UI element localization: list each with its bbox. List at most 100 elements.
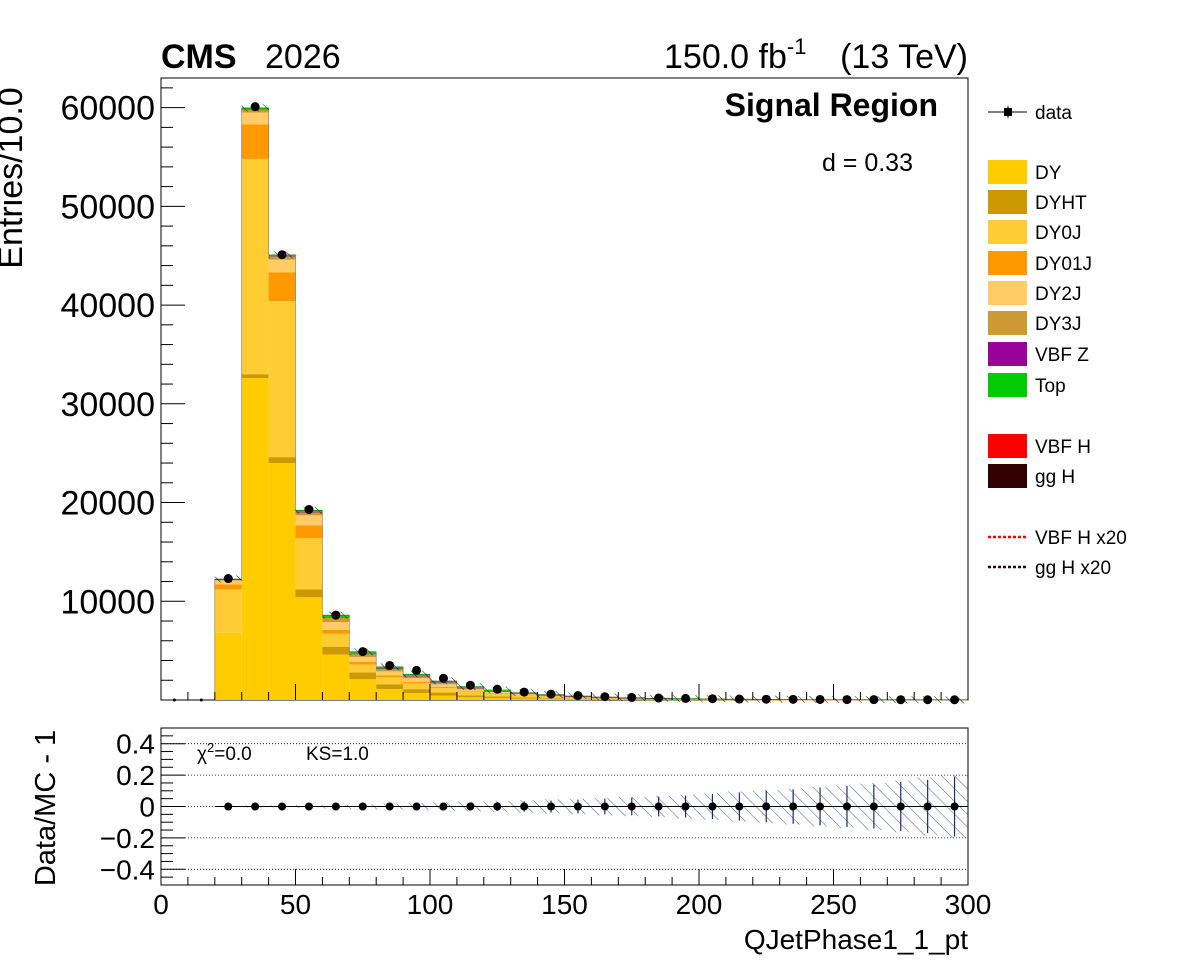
data-point	[519, 687, 529, 697]
stack-bar	[322, 646, 350, 655]
stack-bar	[214, 632, 242, 700]
stack-bar	[295, 515, 323, 526]
stack-bar	[456, 695, 484, 698]
stack-bar	[510, 698, 538, 700]
stack-bar	[295, 589, 323, 598]
legend-swatch	[988, 190, 1027, 214]
legend-entry-vbfh20: VBF H x20	[988, 528, 1127, 549]
ratio-point	[735, 802, 744, 811]
stack-bar	[268, 457, 296, 464]
data-point	[681, 693, 691, 703]
data-point	[277, 250, 287, 260]
lumi-exponent: -1	[787, 34, 807, 59]
y-tick-label: 50000	[60, 188, 155, 226]
stack-bar	[483, 693, 511, 695]
data-point-empty	[199, 698, 203, 702]
ratio-point	[654, 802, 663, 811]
stack-bar	[214, 589, 242, 633]
legend-entry-ggh: gg H	[988, 464, 1075, 488]
mc-uncertainty-hatch	[214, 104, 968, 704]
legend-label: VBF H	[1035, 437, 1091, 458]
legend-entry-vbfh: VBF H	[988, 434, 1091, 458]
data-point	[546, 689, 556, 699]
svg-text:150.0 fb-1: 150.0 fb-1	[664, 34, 806, 76]
energy-label: (13 TeV)	[840, 38, 968, 76]
chi2-exponent: 2	[207, 740, 214, 755]
y-tick-label: 10000	[60, 583, 155, 621]
legend-label: gg H x20	[1035, 558, 1111, 579]
data-point	[869, 695, 879, 705]
metric-label: d = 0.33	[822, 149, 913, 177]
ratio-point	[251, 802, 260, 811]
data-point	[734, 694, 744, 704]
stack-bar	[295, 525, 323, 539]
x-tick-label: 100	[407, 889, 454, 920]
stack-bar	[510, 697, 538, 699]
ratio-point	[789, 802, 798, 811]
x-tick-label: 300	[945, 889, 992, 920]
ratio-axes: −0.4−0.200.20.40 50 100 150 200 250 300	[100, 727, 992, 920]
stack-bar	[295, 597, 323, 700]
legend-label: VBF Z	[1035, 345, 1089, 366]
stack-bar	[483, 698, 511, 700]
main-panel: 10000 20000 30000 40000 50000 60000 Signal Re…	[60, 77, 969, 705]
stack-bar	[403, 689, 430, 694]
legend-label: VBF H x20	[1035, 528, 1127, 549]
legend-label: DY0J	[1035, 223, 1081, 244]
stack-bar	[456, 691, 484, 693]
stack-bar	[483, 694, 511, 697]
legend-label: DY01J	[1035, 254, 1092, 275]
data-point	[896, 695, 906, 705]
x-tick-label: 200	[676, 889, 723, 920]
legend-entry-dy3j: DY3J	[988, 311, 1081, 335]
data-point	[815, 694, 825, 704]
ratio-point	[385, 802, 394, 811]
stack-bar	[349, 672, 377, 680]
stack-bar	[403, 693, 430, 700]
stacked-histogram	[214, 107, 969, 701]
legend-swatch	[988, 311, 1027, 335]
ratio-y-axis-title: Data/MC - 1	[30, 730, 62, 886]
legend-entry-dy2j: DY2J	[988, 281, 1081, 305]
legend-entry-dy01j: DY01J	[988, 251, 1092, 275]
stack-bar	[322, 629, 350, 634]
data-point	[250, 102, 260, 112]
region-label: Signal Region	[725, 87, 938, 123]
stack-outline	[214, 107, 969, 701]
y-axis-title: Entries/10.0	[0, 87, 30, 268]
data-point	[358, 647, 368, 657]
main-axes: 10000 20000 30000 40000 50000 60000	[60, 87, 969, 701]
legend-label: data	[1035, 103, 1072, 124]
ratio-point	[923, 802, 932, 811]
y-tick-label: 30000	[60, 386, 155, 424]
ratio-y-tick-label: 0.2	[116, 760, 155, 791]
data-point	[223, 574, 233, 584]
ratio-point	[627, 802, 636, 811]
ratio-point	[278, 802, 287, 811]
ratio-point	[950, 802, 959, 811]
x-tick-label: 150	[541, 889, 588, 920]
stack-bar	[430, 684, 457, 688]
stack-bar	[241, 112, 269, 125]
stack-bar	[322, 633, 350, 647]
legend-swatch	[988, 220, 1027, 244]
stack-bar	[268, 259, 296, 273]
data-point	[412, 665, 422, 675]
data-point	[385, 660, 395, 670]
stack-bar	[376, 677, 404, 685]
stack-bar	[510, 695, 538, 698]
ratio-y-tick-label: 0	[139, 792, 155, 823]
stack-bar	[322, 654, 350, 700]
stack-bar	[430, 692, 457, 696]
year-label: 2026	[265, 38, 341, 76]
stack-bar	[214, 584, 242, 590]
stack-bar	[376, 675, 404, 678]
data-point	[438, 673, 448, 683]
ratio-point	[358, 802, 367, 811]
stack-bar	[456, 689, 484, 692]
data-point	[627, 692, 637, 702]
ratio-y-tick-label: −0.4	[100, 854, 155, 885]
stack-bar	[430, 687, 457, 689]
ratio-point	[439, 802, 448, 811]
legend-entry-top: Top	[988, 373, 1066, 397]
